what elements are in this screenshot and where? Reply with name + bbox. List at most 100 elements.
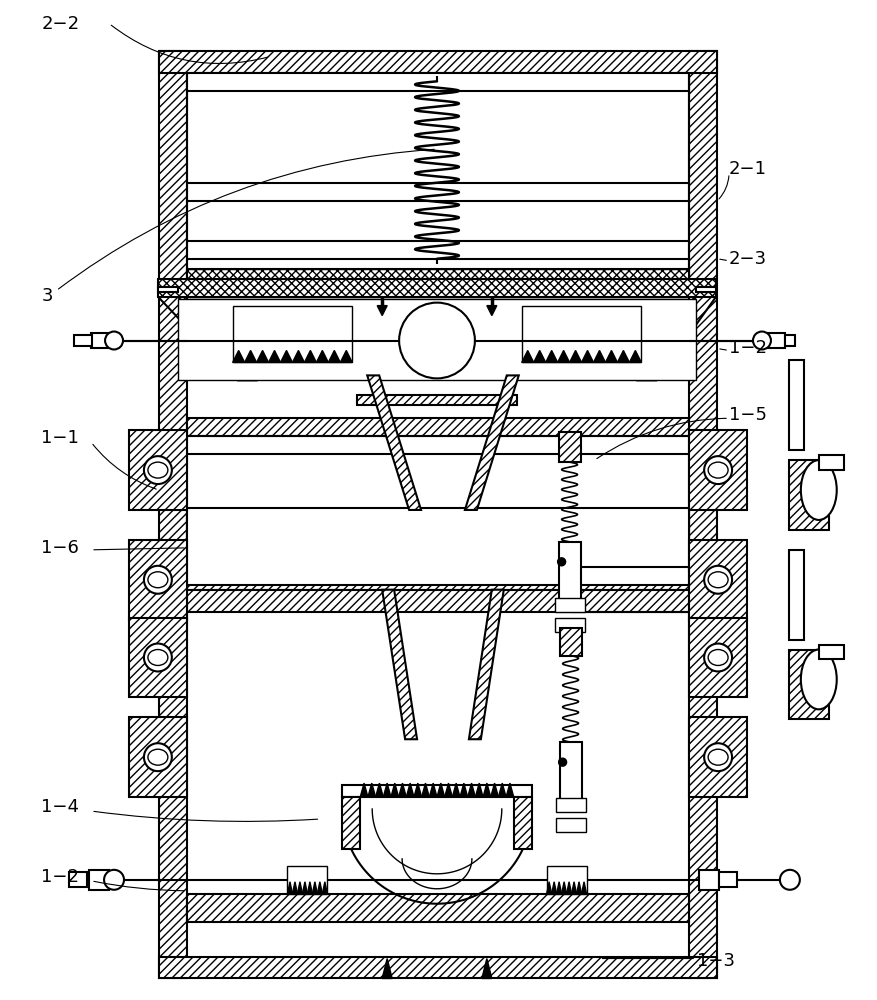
Polygon shape xyxy=(422,783,430,797)
Polygon shape xyxy=(581,350,594,362)
Polygon shape xyxy=(375,783,383,797)
Polygon shape xyxy=(689,540,747,620)
Ellipse shape xyxy=(148,462,168,478)
Polygon shape xyxy=(465,375,518,510)
Bar xyxy=(187,508,689,585)
Bar xyxy=(522,306,641,362)
Text: 1−1: 1−1 xyxy=(41,429,79,447)
Circle shape xyxy=(753,332,771,349)
Polygon shape xyxy=(514,797,531,849)
Polygon shape xyxy=(245,350,257,362)
Polygon shape xyxy=(689,618,747,697)
Circle shape xyxy=(704,456,732,484)
Polygon shape xyxy=(546,882,552,894)
Polygon shape xyxy=(292,350,304,362)
Polygon shape xyxy=(187,418,689,436)
Polygon shape xyxy=(498,783,506,797)
Bar xyxy=(288,866,327,894)
Polygon shape xyxy=(605,350,617,362)
Bar xyxy=(767,333,785,348)
Polygon shape xyxy=(506,783,514,797)
Bar xyxy=(187,454,689,590)
Text: 1−5: 1−5 xyxy=(729,406,767,424)
Bar xyxy=(819,645,844,659)
Circle shape xyxy=(144,566,172,594)
Circle shape xyxy=(704,743,732,771)
Polygon shape xyxy=(129,618,187,697)
Polygon shape xyxy=(187,590,689,612)
Polygon shape xyxy=(491,783,498,797)
Polygon shape xyxy=(560,628,581,656)
Polygon shape xyxy=(360,783,368,797)
Polygon shape xyxy=(558,350,569,362)
Text: 2−1: 2−1 xyxy=(729,160,767,178)
Polygon shape xyxy=(689,51,717,978)
Bar xyxy=(559,542,581,602)
Polygon shape xyxy=(342,797,360,849)
Polygon shape xyxy=(159,51,717,73)
Circle shape xyxy=(399,303,474,378)
Polygon shape xyxy=(445,783,453,797)
Polygon shape xyxy=(158,279,717,297)
Polygon shape xyxy=(637,297,717,380)
Polygon shape xyxy=(187,572,689,590)
Bar xyxy=(342,785,531,797)
Text: 1−2: 1−2 xyxy=(729,339,767,357)
Polygon shape xyxy=(308,882,312,894)
Polygon shape xyxy=(357,395,517,405)
Polygon shape xyxy=(129,540,187,620)
Ellipse shape xyxy=(708,749,728,765)
Polygon shape xyxy=(340,350,353,362)
Polygon shape xyxy=(594,350,605,362)
Polygon shape xyxy=(129,430,187,510)
Polygon shape xyxy=(559,432,581,462)
Polygon shape xyxy=(689,430,747,510)
Polygon shape xyxy=(572,882,576,894)
Polygon shape xyxy=(328,350,340,362)
Polygon shape xyxy=(368,783,375,797)
Bar xyxy=(75,335,92,346)
Polygon shape xyxy=(257,350,268,362)
Polygon shape xyxy=(158,297,258,380)
Polygon shape xyxy=(377,306,387,316)
Polygon shape xyxy=(630,350,641,362)
Polygon shape xyxy=(467,783,475,797)
Polygon shape xyxy=(159,51,187,978)
Bar xyxy=(178,299,696,380)
Polygon shape xyxy=(304,350,317,362)
Bar xyxy=(546,866,587,894)
Bar xyxy=(91,333,109,348)
Polygon shape xyxy=(460,783,467,797)
Ellipse shape xyxy=(148,749,168,765)
Polygon shape xyxy=(557,882,561,894)
Polygon shape xyxy=(317,350,328,362)
Polygon shape xyxy=(382,959,392,978)
Polygon shape xyxy=(406,783,414,797)
Polygon shape xyxy=(567,882,572,894)
Polygon shape xyxy=(534,350,545,362)
Text: 1−2: 1−2 xyxy=(41,868,79,886)
Bar xyxy=(89,870,109,890)
Polygon shape xyxy=(367,375,421,510)
Polygon shape xyxy=(187,269,689,297)
Bar xyxy=(554,618,585,632)
Bar xyxy=(69,872,87,887)
Bar xyxy=(719,872,737,887)
Polygon shape xyxy=(292,882,297,894)
Bar xyxy=(556,798,586,812)
Circle shape xyxy=(144,644,172,671)
Bar xyxy=(699,870,719,890)
Ellipse shape xyxy=(801,650,837,709)
Polygon shape xyxy=(414,783,422,797)
Bar xyxy=(789,360,804,450)
Polygon shape xyxy=(323,882,327,894)
Circle shape xyxy=(144,456,172,484)
Text: 1−4: 1−4 xyxy=(41,798,79,816)
Polygon shape xyxy=(297,882,303,894)
Polygon shape xyxy=(475,783,483,797)
Bar xyxy=(187,73,689,91)
Text: 1−6: 1−6 xyxy=(41,539,79,557)
Bar xyxy=(560,742,581,802)
Bar xyxy=(785,335,795,346)
Polygon shape xyxy=(383,783,391,797)
